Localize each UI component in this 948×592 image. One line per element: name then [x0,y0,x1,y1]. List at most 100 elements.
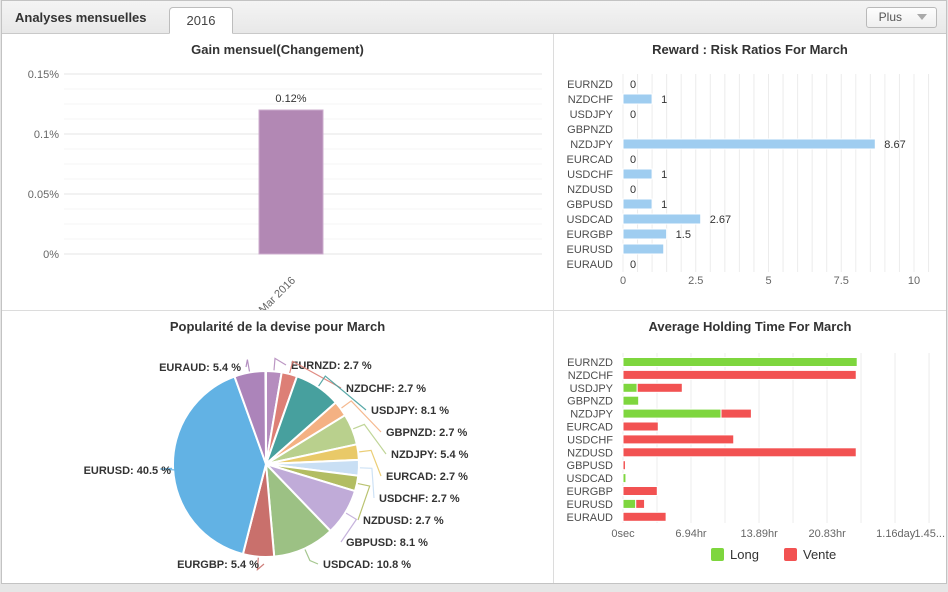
holding-bar-vente-EURGBP[interactable] [622,486,658,496]
svg-text:NZDCHF: NZDCHF [568,94,613,106]
svg-text:USDJPY: USDJPY [570,109,614,121]
chevron-down-icon [917,14,927,20]
holding-time-chart: EURNZDNZDCHFUSDJPYGBPNZDNZDJPYEURCADUSDC… [567,353,945,562]
holding-bar-long-GBPNZD[interactable] [622,395,640,406]
holding-bar-long-USDJPY[interactable] [622,382,638,393]
svg-text:Long: Long [730,547,759,562]
holding-bar-vente-NZDCHF[interactable] [622,369,857,380]
charts-grid: Gain mensuel(Changement) 0.15% 0.1% 0.05% 0… [2,34,946,583]
pie-label-GBPUSD: GBPUSD: 8.1 % [346,537,428,549]
risk-bar-USDCAD[interactable] [622,213,702,225]
tab-2016[interactable]: 2016 [168,7,234,34]
holding-bar-long-EURNZD[interactable] [622,357,858,367]
risk-bar-GBPUSD[interactable] [622,198,653,210]
svg-text:1: 1 [661,169,667,181]
risk-bar-USDCHF[interactable] [622,168,653,180]
svg-text:0: 0 [630,109,636,121]
risk-chart-title: Reward : Risk Ratios For March [652,42,848,57]
plus-label: Plus [878,10,902,24]
svg-text:1.45...: 1.45... [914,528,945,540]
svg-text:2.5: 2.5 [688,275,703,287]
holding-bar-vente-EURUSD[interactable] [635,498,646,509]
svg-text:0: 0 [630,79,636,91]
plus-dropdown-button[interactable]: Plus [865,6,937,28]
svg-text:GBPNZD: GBPNZD [567,124,613,136]
svg-text:1: 1 [661,94,667,106]
pie-label-EURGBP: EURGBP: 5.4 % [177,559,259,571]
svg-text:8.67: 8.67 [884,139,905,151]
panel-risk-ratios: Reward : Risk Ratios For March EURNZD 0 NZ… [554,34,946,311]
svg-text:GBPUSD: GBPUSD [567,199,614,211]
holding-bar-vente-EURCAD[interactable] [622,421,659,432]
gain-chart: 0.15% 0.1% 0.05% 0% 0.12% Mar 2016 [28,69,542,310]
svg-text:Vente: Vente [803,547,836,562]
pie-label-NZDUSD: NZDUSD: 2.7 % [363,515,444,527]
risk-bar-EURGBP[interactable] [622,228,668,240]
svg-text:0: 0 [630,154,636,166]
pie-label-NZDCHF: NZDCHF: 2.7 % [346,383,426,395]
pie-label-EURNZD: EURNZD: 2.7 % [291,360,372,372]
svg-text:6.94hr: 6.94hr [675,528,707,540]
svg-text:USDCHF: USDCHF [567,169,613,181]
svg-text:NZDCHF: NZDCHF [568,370,613,382]
risk-bar-EURUSD[interactable] [622,243,665,255]
holding-bar-long-USDCAD[interactable] [622,473,627,484]
svg-text:0.12%: 0.12% [275,93,306,105]
svg-text:10: 10 [908,275,920,287]
svg-text:EURUSD: EURUSD [567,499,614,511]
pie-label-USDCHF: USDCHF: 2.7 % [379,493,460,505]
header-bar: Analyses mensuelles 2016 Plus [2,1,946,34]
svg-text:0: 0 [620,275,626,287]
svg-text:EURGBP: EURGBP [567,229,613,241]
svg-text:EURAUD: EURAUD [567,259,614,271]
gain-chart-title: Gain mensuel(Changement) [191,42,364,57]
popularity-pie-chart: EURNZD: 2.7 % NZDCHF: 2.7 % USDJPY: 8.1 % G… [84,357,469,571]
svg-text:0.05%: 0.05% [28,189,59,201]
holding-bar-long-EURUSD[interactable] [622,498,637,509]
page-title: Analyses mensuelles [15,9,147,25]
svg-text:EURNZD: EURNZD [567,357,613,369]
risk-bar-NZDJPY[interactable] [622,138,876,150]
svg-text:NZDUSD: NZDUSD [567,447,613,459]
risk-bar-NZDCHF[interactable] [622,93,653,105]
tab-2016-label: 2016 [186,13,216,28]
svg-text:0sec: 0sec [611,528,635,540]
pie-label-USDCAD: USDCAD: 10.8 % [323,559,411,571]
panel-holding-time: Average Holding Time For March EURNZD NZD… [554,311,946,583]
holding-bar-vente-GBPUSD[interactable] [622,460,626,471]
svg-text:0%: 0% [43,249,59,261]
risk-ratios-chart: EURNZD 0 NZDCHF 1 USDJPY 0 GBPNZD NZDJPY 8.67 EUR… [567,74,930,287]
svg-text:USDCAD: USDCAD [567,214,614,226]
popularity-chart-title: Popularité de la devise pour March [169,319,386,334]
legend-item-vente[interactable]: Vente [784,547,836,562]
svg-text:7.5: 7.5 [834,275,849,287]
svg-text:1: 1 [661,199,667,211]
svg-text:EURUSD: EURUSD [567,244,614,256]
svg-text:GBPUSD: GBPUSD [567,460,614,472]
svg-text:USDJPY: USDJPY [570,383,614,395]
svg-text:NZDJPY: NZDJPY [570,139,613,151]
pie-label-EURCAD: EURCAD: 2.7 % [386,471,468,483]
svg-text:EURCAD: EURCAD [567,422,614,434]
holding-bar-vente-NZDUSD[interactable] [622,447,857,458]
svg-text:1.5: 1.5 [676,229,691,241]
holding-bar-vente-NZDJPY[interactable] [720,408,752,419]
pie-slice-EURAUD[interactable] [233,370,267,465]
holding-bar-long-NZDJPY[interactable] [622,408,722,419]
svg-text:20.83hr: 20.83hr [808,528,846,540]
gain-bar-Mar-2016[interactable] [258,109,324,255]
holding-bar-vente-USDJPY[interactable] [636,382,683,393]
pie-label-GBPNZD: GBPNZD: 2.7 % [386,427,468,439]
svg-text:USDCAD: USDCAD [567,473,614,485]
svg-text:2.67: 2.67 [710,214,731,226]
pie-slice-EURUSD[interactable] [172,375,267,556]
holding-bar-vente-EURAUD[interactable] [622,511,667,522]
panel-gain: Gain mensuel(Changement) 0.15% 0.1% 0.05% 0… [2,34,554,311]
svg-text:GBPNZD: GBPNZD [567,396,613,408]
holding-bar-vente-USDCHF[interactable] [622,434,735,445]
svg-text:1.16day: 1.16day [876,528,916,540]
svg-text:USDCHF: USDCHF [567,434,613,446]
legend-item-long[interactable]: Long [711,547,759,562]
holding-chart-title: Average Holding Time For March [648,319,852,334]
